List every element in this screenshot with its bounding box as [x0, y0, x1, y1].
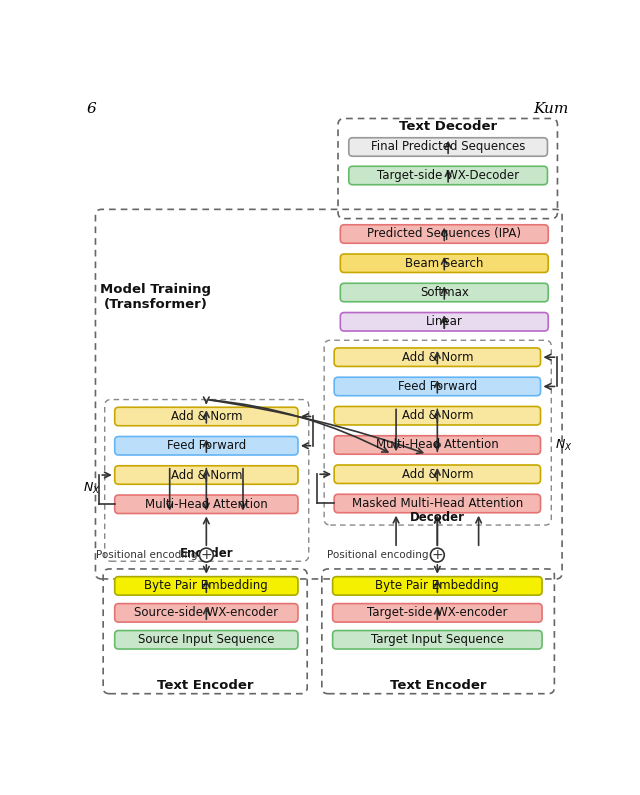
FancyBboxPatch shape — [349, 166, 547, 184]
FancyBboxPatch shape — [334, 436, 541, 454]
FancyBboxPatch shape — [340, 254, 548, 273]
Text: Feed Forward: Feed Forward — [397, 380, 477, 393]
Text: Kum: Kum — [534, 102, 569, 115]
Text: Add & Norm: Add & Norm — [171, 410, 242, 423]
FancyBboxPatch shape — [333, 603, 542, 622]
FancyBboxPatch shape — [333, 576, 542, 595]
FancyBboxPatch shape — [334, 465, 541, 483]
FancyBboxPatch shape — [115, 436, 298, 455]
FancyBboxPatch shape — [115, 495, 298, 514]
Text: Text Encoder: Text Encoder — [157, 680, 253, 692]
FancyBboxPatch shape — [349, 138, 547, 157]
Text: Model Training: Model Training — [100, 283, 211, 296]
FancyBboxPatch shape — [115, 603, 298, 622]
Text: Target-side WX-Decoder: Target-side WX-Decoder — [377, 169, 519, 182]
Text: Masked Multi-Head Attention: Masked Multi-Head Attention — [352, 497, 523, 510]
FancyBboxPatch shape — [340, 225, 548, 243]
Text: Predicted Sequences (IPA): Predicted Sequences (IPA) — [367, 227, 521, 241]
Text: $N_X$: $N_X$ — [555, 437, 573, 452]
Text: Text Decoder: Text Decoder — [399, 121, 497, 134]
FancyBboxPatch shape — [340, 312, 548, 331]
FancyBboxPatch shape — [115, 576, 298, 595]
FancyBboxPatch shape — [115, 630, 298, 649]
Text: Multi-Head Attention: Multi-Head Attention — [376, 439, 499, 452]
Text: (Transformer): (Transformer) — [104, 298, 207, 312]
Text: 6: 6 — [87, 102, 97, 115]
FancyBboxPatch shape — [334, 494, 541, 513]
FancyBboxPatch shape — [334, 377, 541, 396]
Text: Linear: Linear — [426, 316, 463, 328]
FancyBboxPatch shape — [333, 630, 542, 649]
Circle shape — [200, 549, 213, 562]
FancyBboxPatch shape — [115, 466, 298, 484]
Text: $N_X$: $N_X$ — [83, 481, 101, 496]
Text: Multi-Head Attention: Multi-Head Attention — [145, 498, 268, 510]
Text: Add & Norm: Add & Norm — [401, 409, 473, 422]
Text: Byte Pair Embedding: Byte Pair Embedding — [376, 580, 499, 592]
Text: Source-side WX-encoder: Source-side WX-encoder — [134, 607, 278, 619]
Text: Positional encoding: Positional encoding — [95, 550, 197, 560]
Text: Beam Search: Beam Search — [405, 257, 483, 270]
Text: Target-side WX-encoder: Target-side WX-encoder — [367, 607, 508, 619]
Text: Feed Forward: Feed Forward — [166, 440, 246, 452]
Text: Positional encoding: Positional encoding — [326, 550, 428, 560]
Text: Softmax: Softmax — [420, 286, 468, 299]
Text: Add & Norm: Add & Norm — [401, 467, 473, 481]
Text: Final Predicted Sequences: Final Predicted Sequences — [371, 141, 525, 153]
Text: Byte Pair Embedding: Byte Pair Embedding — [145, 580, 268, 592]
Text: +: + — [431, 548, 443, 562]
FancyBboxPatch shape — [115, 407, 298, 426]
FancyBboxPatch shape — [334, 348, 541, 366]
Text: Target Input Sequence: Target Input Sequence — [371, 634, 504, 646]
Text: Add & Norm: Add & Norm — [401, 351, 473, 363]
FancyBboxPatch shape — [334, 406, 541, 425]
Text: Text Encoder: Text Encoder — [390, 680, 486, 692]
Text: Encoder: Encoder — [180, 547, 233, 560]
Text: Add & Norm: Add & Norm — [171, 468, 242, 482]
Text: Decoder: Decoder — [410, 511, 465, 524]
FancyBboxPatch shape — [340, 283, 548, 302]
Text: Source Input Sequence: Source Input Sequence — [138, 634, 275, 646]
Circle shape — [431, 549, 444, 562]
Text: +: + — [200, 548, 212, 562]
